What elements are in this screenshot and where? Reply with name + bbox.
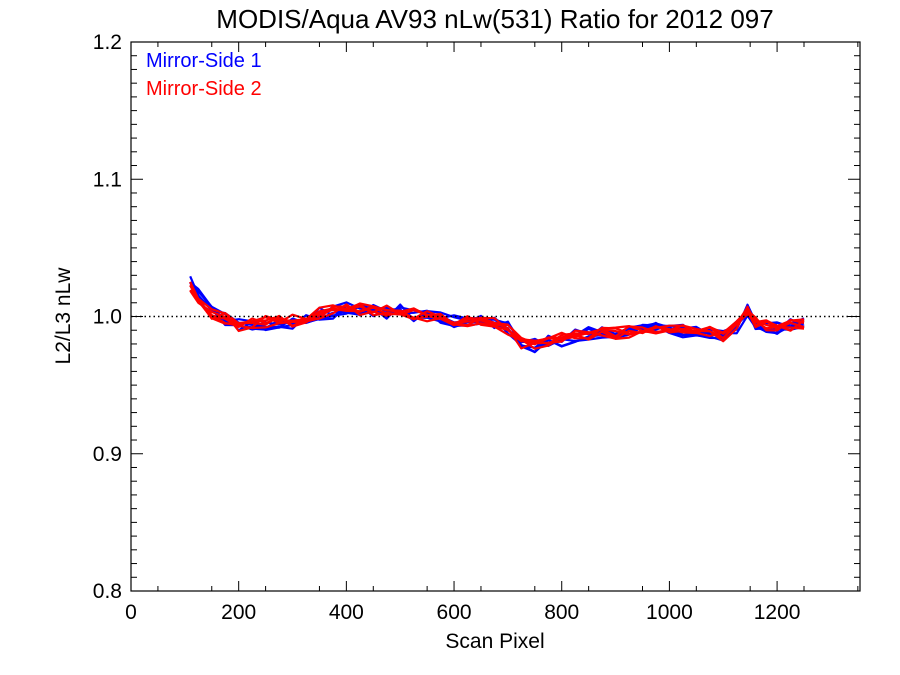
y-tick-label: 0.9 — [93, 443, 122, 466]
y-tick-label: 0.8 — [93, 580, 122, 603]
y-axis-title: L2/L3 nLw — [52, 267, 75, 365]
y-tick-label: 1.0 — [93, 306, 122, 329]
series-line-2 — [189, 281, 805, 346]
x-tick-label: 600 — [437, 601, 472, 624]
series-line-2 — [189, 284, 805, 346]
plot-area: 0 200 400 600 800 1000 1200 0.8 0.9 1.0 1.1 1.2 — [93, 31, 861, 624]
x-tick-label: 1000 — [646, 601, 693, 624]
x-tick-label: 1200 — [754, 601, 801, 624]
x-tick-label: 400 — [329, 601, 364, 624]
y-tick-label: 1.2 — [93, 31, 122, 54]
legend-entry-mirror-side-2: Mirror-Side 2 — [146, 78, 262, 100]
legend: Mirror-Side 1 Mirror-Side 2 — [146, 50, 262, 100]
y-tick-label: 1.1 — [93, 168, 122, 191]
x-tick-label: 800 — [544, 601, 579, 624]
x-axis-title: Scan Pixel — [445, 630, 544, 653]
chart-title: MODIS/Aqua AV93 nLw(531) Ratio for 2012 … — [216, 4, 773, 34]
series-line-1 — [189, 275, 805, 354]
x-tick-label: 0 — [125, 601, 137, 624]
legend-entry-mirror-side-1: Mirror-Side 1 — [146, 50, 262, 72]
x-tick-label: 200 — [221, 601, 256, 624]
